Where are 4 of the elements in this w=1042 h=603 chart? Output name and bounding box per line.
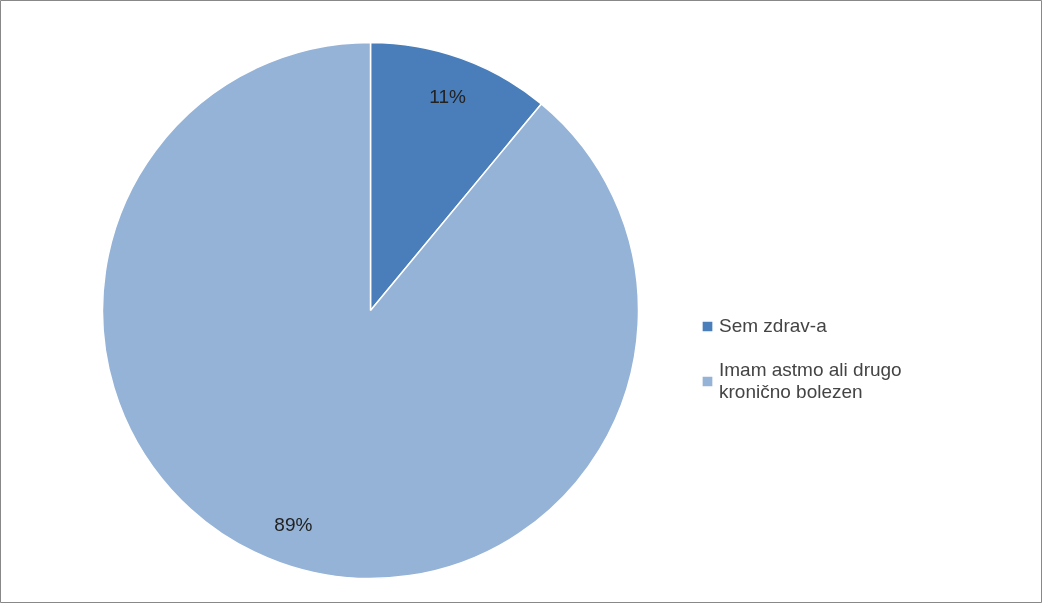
data-label: 89% — [274, 514, 313, 536]
legend-label: Imam astmo ali drugo kronično bolezen — [719, 359, 902, 403]
legend-label: Sem zdrav-a — [719, 315, 827, 337]
data-label: 11% — [429, 85, 467, 107]
